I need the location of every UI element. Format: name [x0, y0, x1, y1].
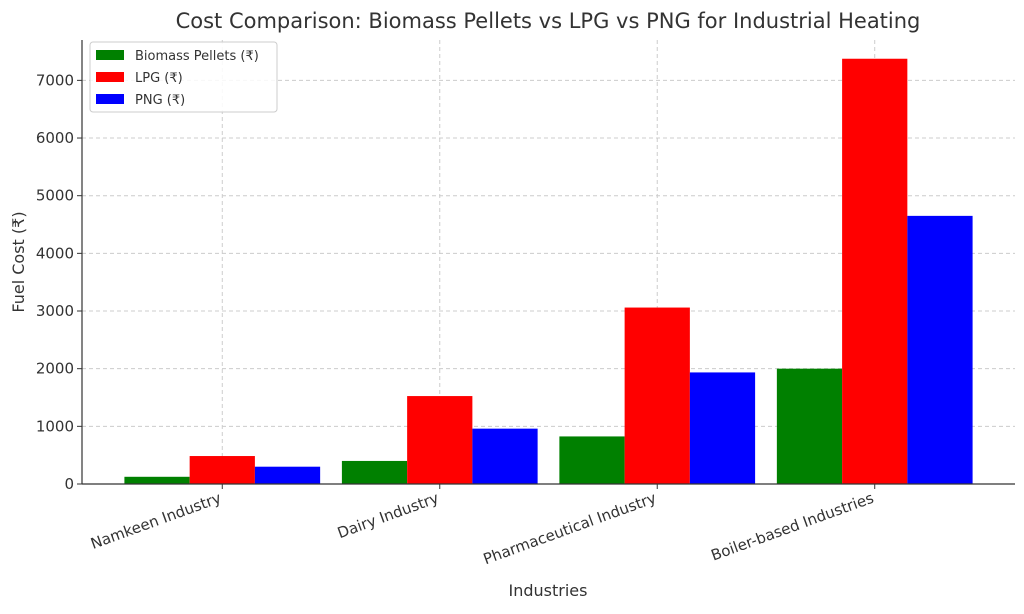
legend-label: LPG (₹): [135, 71, 183, 86]
bar-biomass: [124, 476, 190, 484]
bar-png: [254, 466, 321, 484]
legend-box: [89, 41, 278, 113]
legend-swatch: [96, 72, 124, 82]
x-axis-label: Industries: [509, 581, 588, 600]
bar-png: [689, 372, 756, 484]
x-tick-label: Namkeen Industry: [88, 489, 224, 553]
bar-lpg: [624, 307, 690, 484]
y-tick-label: 2000: [36, 360, 74, 378]
x-tick-label: Dairy Industry: [335, 489, 441, 542]
y-tick-label: 6000: [36, 129, 74, 147]
legend-label: Biomass Pellets (₹): [135, 49, 259, 64]
y-tick-label: 0: [64, 475, 74, 493]
legend-label: PNG (₹): [135, 93, 185, 108]
bar-biomass: [341, 460, 408, 484]
y-tick-label: 7000: [36, 71, 74, 89]
legend: Biomass Pellets (₹) LPG (₹) PNG (₹): [89, 41, 278, 113]
bar-biomass: [776, 368, 843, 484]
legend-swatch: [96, 50, 124, 60]
y-tick-label: 4000: [36, 244, 74, 262]
legend-swatch: [96, 94, 124, 104]
bar-biomass: [559, 436, 625, 484]
y-axis-label: Fuel Cost (₹): [9, 211, 28, 312]
bar-lpg: [189, 456, 255, 484]
bar-lpg: [842, 58, 908, 484]
bar-png: [472, 428, 538, 484]
chart-title: Cost Comparison: Biomass Pellets vs LPG …: [176, 9, 921, 33]
bar-lpg: [407, 396, 473, 484]
y-tick-label: 5000: [36, 187, 74, 205]
x-tick-label: Boiler-based Industries: [709, 489, 877, 565]
y-tick-label: 3000: [36, 302, 74, 320]
x-tick-label: Pharmaceutical Industry: [481, 489, 659, 568]
y-tick-label: 1000: [36, 417, 74, 435]
bar-png: [907, 215, 973, 485]
